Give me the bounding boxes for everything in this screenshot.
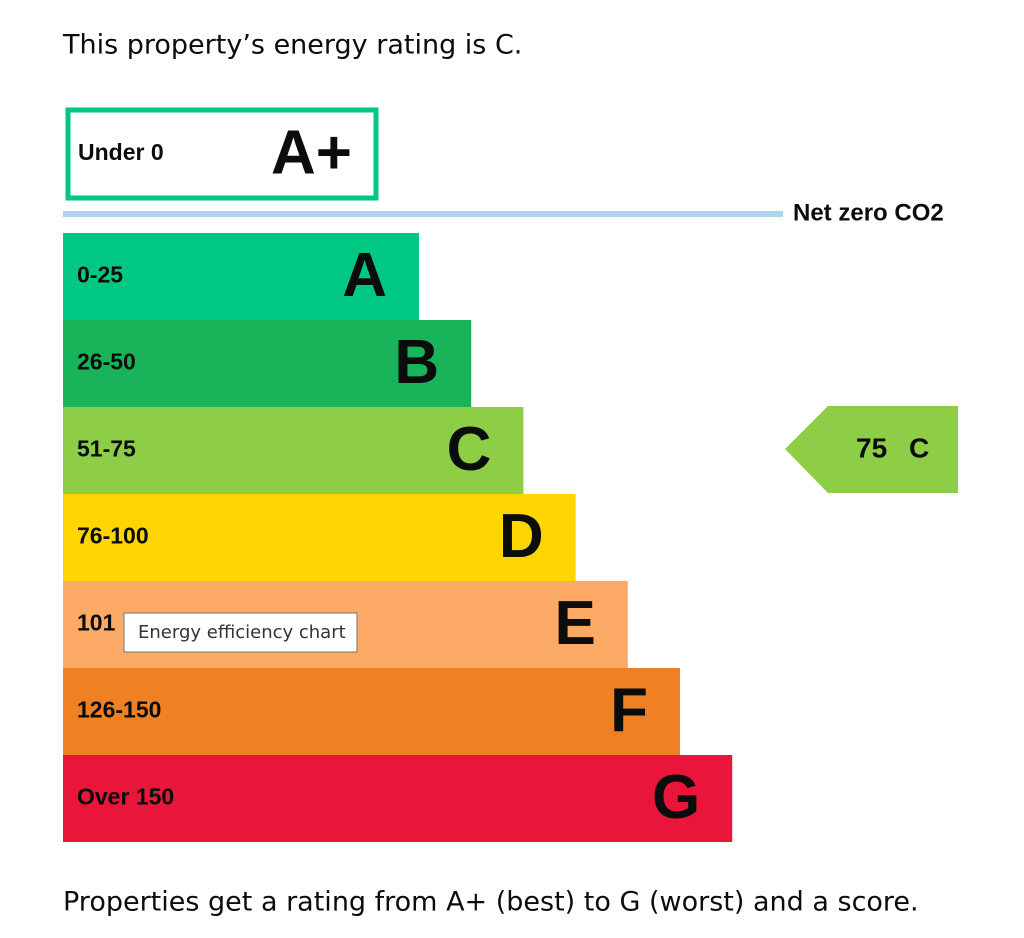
band-range: 101 <box>77 610 116 636</box>
band-letter: F <box>610 676 648 745</box>
band-letter: C <box>447 415 492 484</box>
tooltip-text: Energy efficiency chart <box>138 622 346 643</box>
band-bar <box>63 494 576 581</box>
band-range: 51-75 <box>77 436 136 462</box>
band-letter: E <box>554 589 595 658</box>
top-band-box <box>65 107 379 201</box>
footer-text: Properties get a rating from A+ (best) t… <box>63 887 919 918</box>
tooltip-box <box>123 612 358 653</box>
bands: 0-25 A 26-50 B 51-75 C 76-100 D 101 E 126-150 F Over… <box>63 233 733 842</box>
band-letter: G <box>652 763 700 832</box>
band-letter: A <box>342 241 387 310</box>
band-bar <box>63 407 524 494</box>
band-range: 26-50 <box>77 349 136 375</box>
current-rating-arrow <box>785 406 958 493</box>
intro-text: This property’s energy rating is C. <box>62 30 522 61</box>
top-band-range: Under 0 <box>78 139 164 165</box>
band-range: 0-25 <box>77 262 123 288</box>
band-bar <box>63 755 733 842</box>
band-letter: D <box>499 502 544 571</box>
band-range: 126-150 <box>77 697 161 723</box>
band-letter: B <box>394 328 439 397</box>
current-rating: C <box>909 432 929 463</box>
band-range: 76-100 <box>77 523 149 549</box>
band-bar <box>63 233 419 320</box>
band-bar <box>63 668 680 755</box>
net-zero-label: Net zero CO2 <box>793 199 944 226</box>
current-score: 75 <box>856 432 887 463</box>
band-bar <box>63 320 472 407</box>
tooltip: Energy efficiency chart <box>123 612 358 653</box>
top-band-letter: A+ <box>271 118 352 187</box>
band-range: Over 150 <box>77 784 174 810</box>
